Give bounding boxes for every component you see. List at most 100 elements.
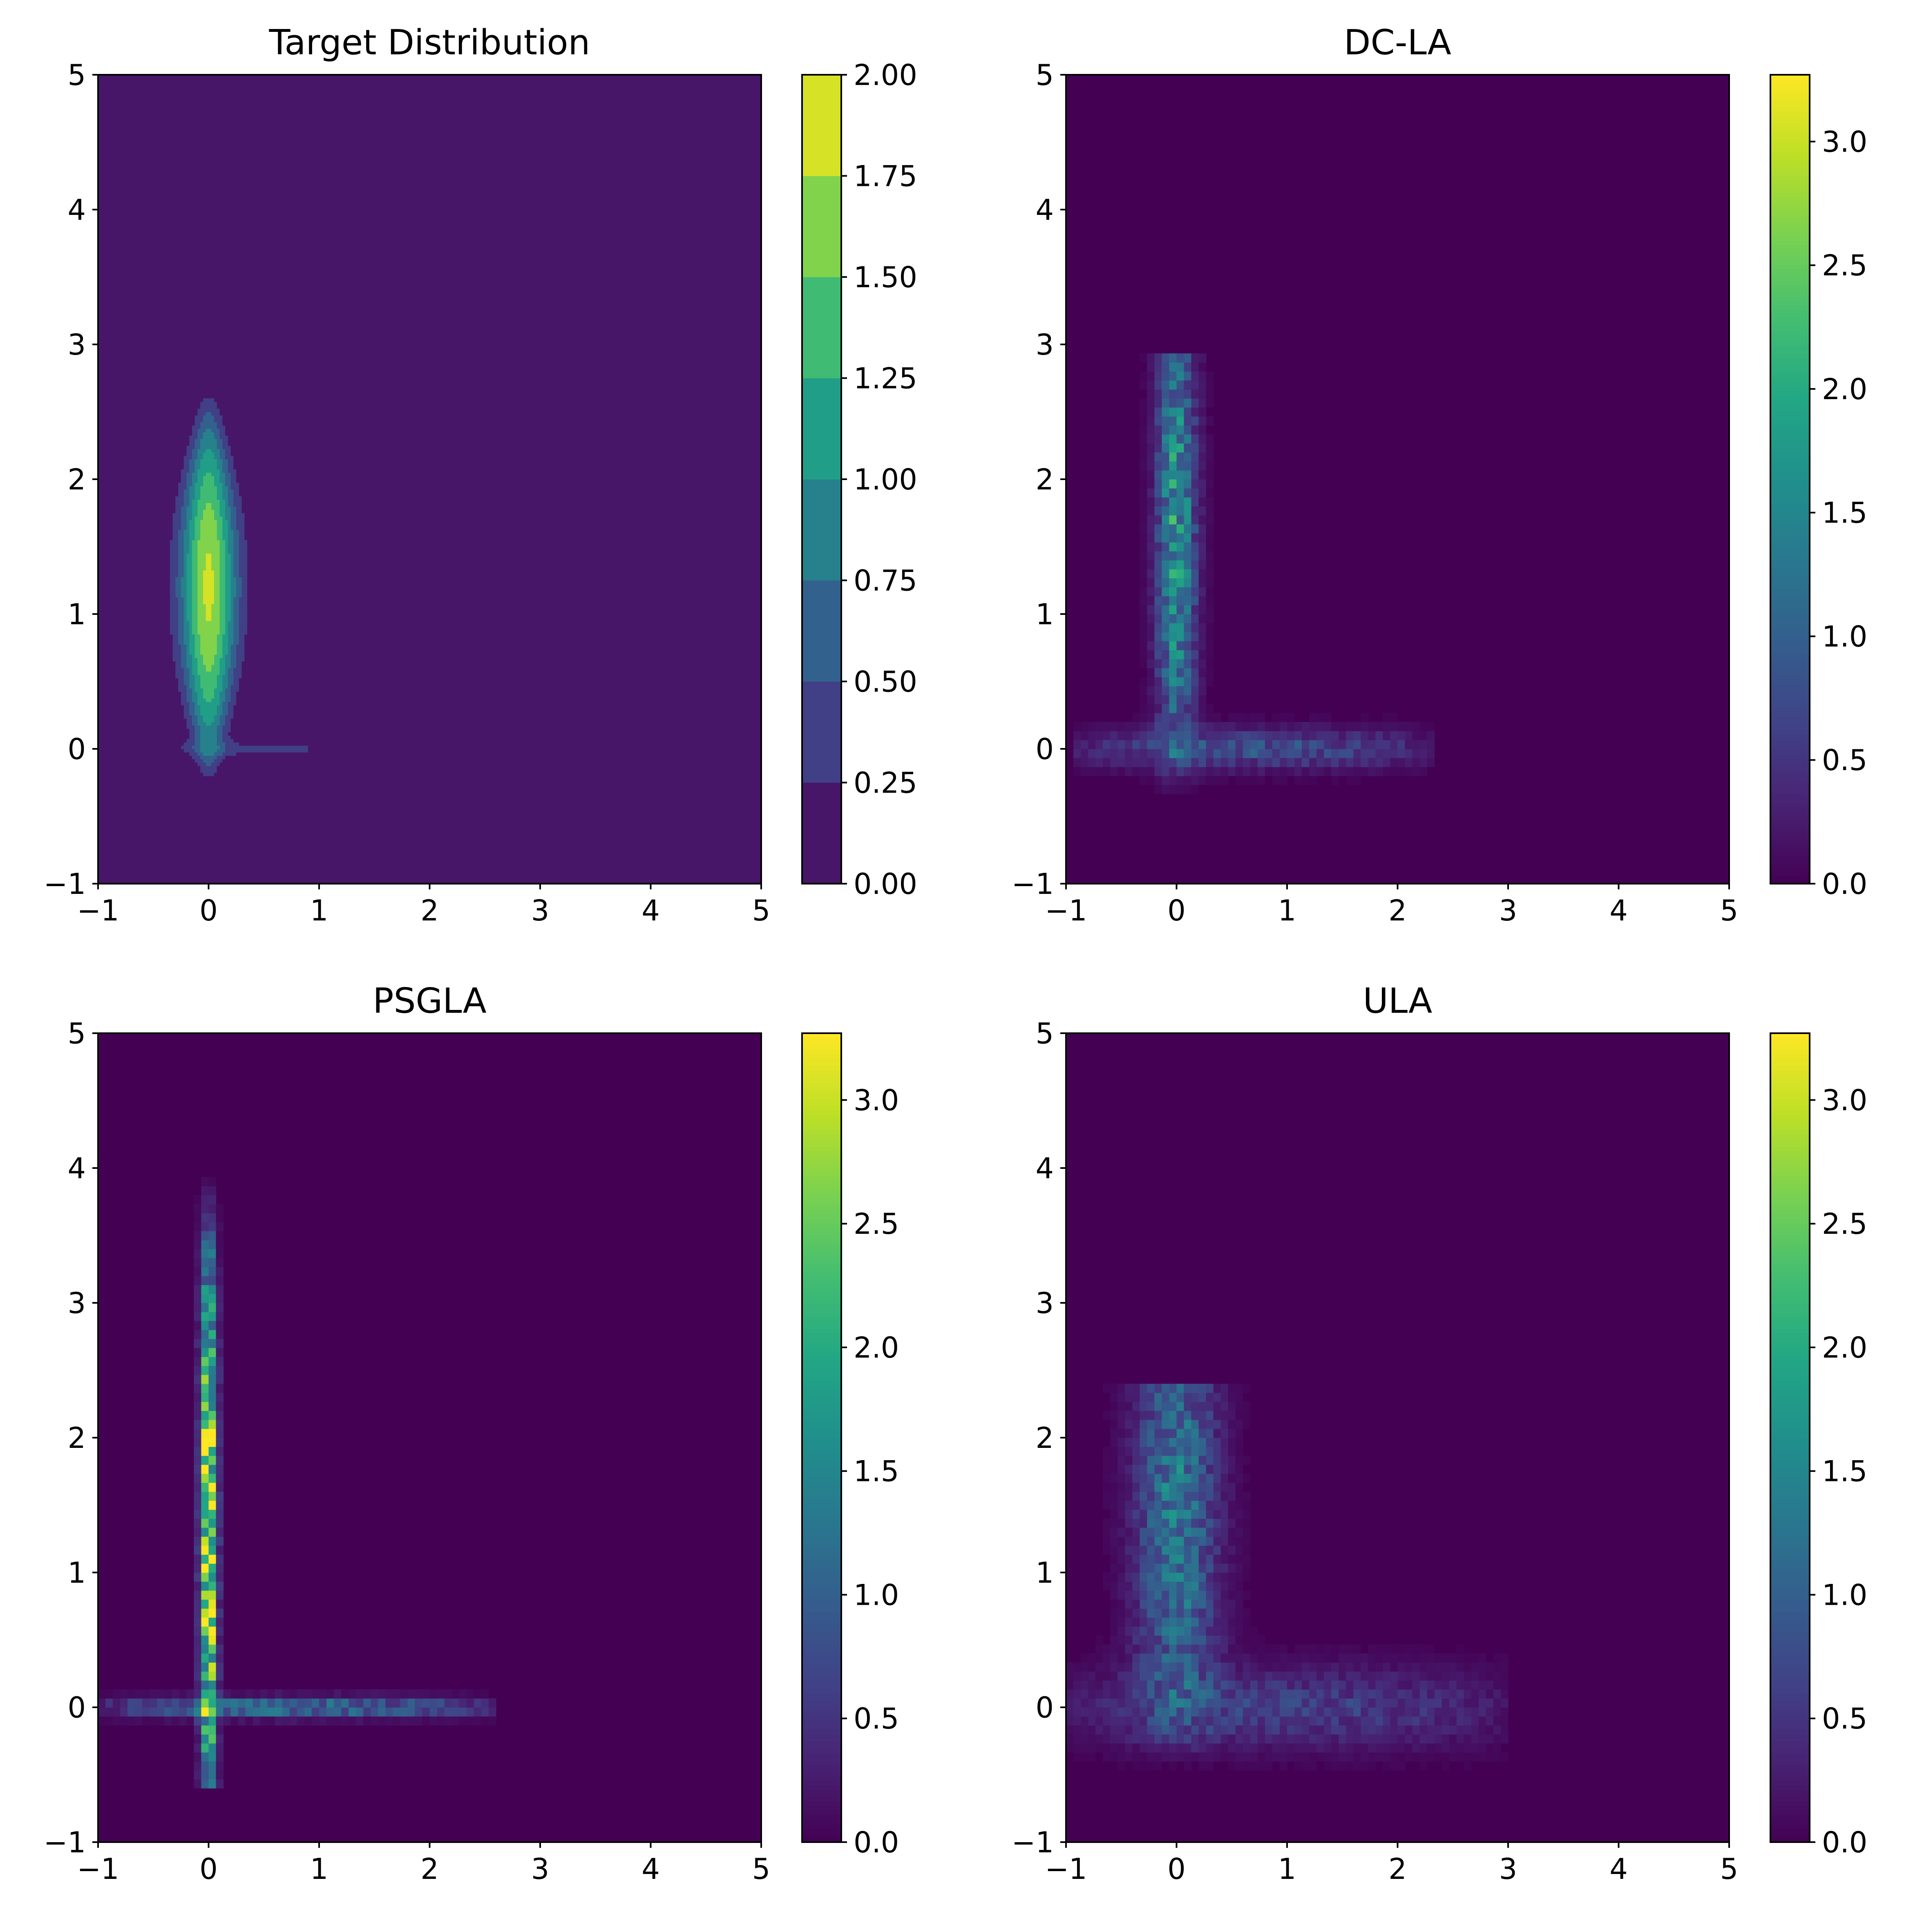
- density-cell: [217, 509, 220, 514]
- density-cell: [183, 499, 187, 503]
- density-cell: [159, 550, 162, 554]
- density-cell: [239, 654, 242, 658]
- density-cell: [1419, 740, 1428, 749]
- density-cell: [183, 631, 187, 635]
- density-cell: [167, 476, 170, 480]
- density-cell: [156, 651, 159, 655]
- density-cell: [186, 553, 190, 557]
- density-cell: [261, 648, 264, 652]
- density-cell: [244, 496, 248, 500]
- density-cell: [183, 533, 187, 537]
- density-cell: [1405, 722, 1413, 731]
- density-cell: [217, 516, 220, 520]
- density-cell: [186, 513, 190, 517]
- density-cell: [164, 560, 168, 564]
- density-cell: [161, 739, 165, 743]
- density-cell: [233, 664, 237, 668]
- density-cell: [233, 661, 237, 665]
- density-cell: [233, 637, 237, 641]
- density-cell: [341, 755, 344, 759]
- density-cell: [244, 671, 248, 675]
- density-cell: [206, 439, 209, 442]
- density-cell: [219, 648, 223, 652]
- density-cell: [1154, 416, 1162, 426]
- density-cell: [194, 513, 198, 517]
- density-cell: [247, 560, 250, 564]
- density-cell: [167, 536, 170, 541]
- density-cell: [211, 526, 215, 530]
- density-cell: [1154, 506, 1162, 516]
- density-cell: [211, 648, 215, 652]
- density-cell: [156, 749, 159, 753]
- density-cell: [170, 513, 173, 517]
- density-cell: [291, 759, 295, 763]
- density-cell: [258, 739, 261, 743]
- density-cell: [1353, 731, 1361, 740]
- density-cell: [225, 648, 228, 652]
- density-cell: [239, 641, 242, 645]
- density-cell: [333, 752, 336, 756]
- density-cell: [164, 583, 168, 587]
- density-cell: [167, 752, 170, 756]
- density-cell: [228, 563, 231, 567]
- density-cell: [208, 415, 212, 419]
- density-cell: [203, 651, 206, 655]
- density-cell: [358, 739, 361, 743]
- density-cell: [161, 641, 165, 645]
- density-cell: [167, 708, 170, 712]
- density-cell: [230, 543, 234, 547]
- density-cell: [1140, 434, 1147, 444]
- density-cell: [189, 529, 192, 534]
- density-cell: [214, 715, 217, 719]
- density-cell: [153, 523, 156, 527]
- density-cell: [156, 601, 159, 604]
- density-cell: [255, 550, 259, 554]
- density-cell: [244, 509, 248, 514]
- density-cell: [186, 691, 190, 695]
- density-cell: [192, 476, 195, 480]
- density-cell: [186, 486, 190, 490]
- density-cell: [247, 580, 250, 584]
- density-cell: [230, 628, 234, 631]
- density-cell: [200, 577, 203, 581]
- density-cell: [247, 705, 250, 709]
- density-cell: [203, 469, 206, 473]
- density-cell: [192, 634, 195, 638]
- density-cell: [255, 574, 259, 577]
- density-cell: [197, 708, 201, 712]
- density-cell: [371, 749, 375, 753]
- density-cell: [189, 412, 192, 415]
- density-cell: [192, 718, 195, 722]
- density-cell: [236, 536, 239, 541]
- density-cell: [197, 533, 201, 537]
- density-cell: [1331, 731, 1339, 740]
- density-cell: [1110, 758, 1118, 767]
- density-cell: [302, 755, 306, 759]
- density-cell: [178, 712, 181, 716]
- density-cell: [164, 520, 168, 523]
- density-cell: [164, 644, 168, 648]
- density-cell: [153, 739, 156, 743]
- density-cell: [192, 705, 195, 709]
- density-cell: [203, 628, 206, 631]
- density-cell: [250, 496, 253, 500]
- density-cell: [233, 631, 237, 635]
- density-cell: [211, 408, 215, 412]
- density-cell: [247, 533, 250, 537]
- density-cell: [225, 456, 228, 460]
- density-cell: [197, 766, 201, 770]
- density-cell: [1184, 713, 1192, 722]
- x-tick-label: 2: [420, 894, 439, 927]
- density-cell: [1375, 722, 1383, 731]
- density-cell: [192, 533, 195, 537]
- density-cell: [244, 553, 248, 557]
- density-cell: [1206, 596, 1214, 605]
- density-cell: [228, 641, 231, 645]
- density-cell: [183, 614, 187, 618]
- density-cell: [200, 769, 203, 773]
- density-cell: [208, 432, 212, 436]
- density-cell: [170, 678, 173, 682]
- density-cell: [1272, 758, 1280, 767]
- density-cell: [244, 675, 248, 679]
- colorbar-segment: [802, 277, 841, 378]
